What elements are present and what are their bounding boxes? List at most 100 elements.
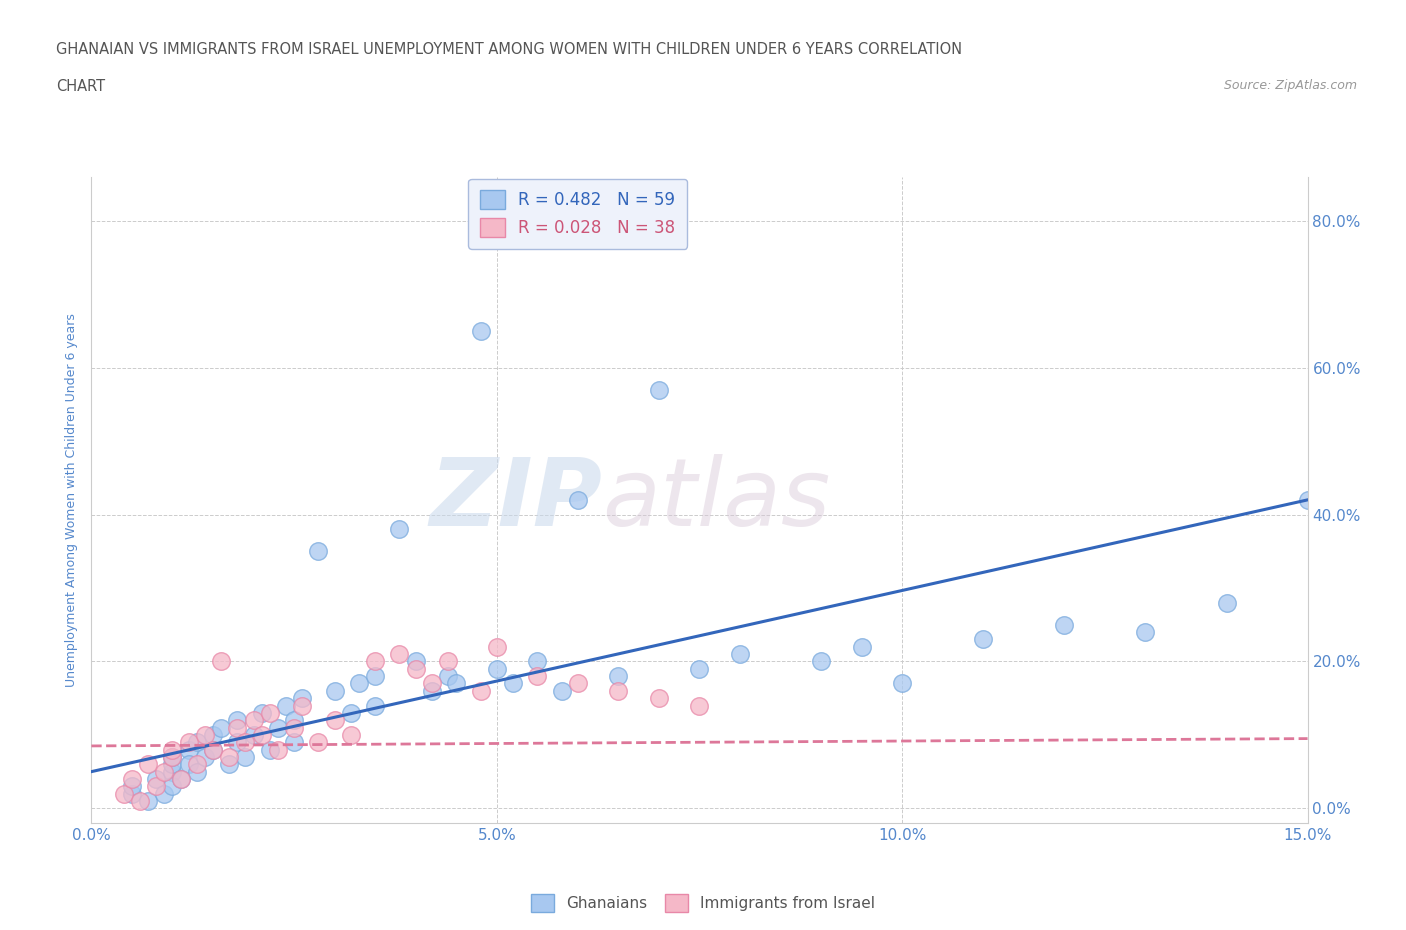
Point bbox=[526, 669, 548, 684]
Point bbox=[235, 750, 257, 764]
Point bbox=[728, 646, 751, 661]
Point bbox=[323, 712, 346, 727]
Point bbox=[291, 698, 314, 713]
Point bbox=[347, 676, 370, 691]
Text: GHANAIAN VS IMMIGRANTS FROM ISRAEL UNEMPLOYMENT AMONG WOMEN WITH CHILDREN UNDER : GHANAIAN VS IMMIGRANTS FROM ISRAEL UNEMP… bbox=[56, 42, 962, 57]
Point bbox=[550, 684, 572, 698]
Point bbox=[136, 757, 159, 772]
Text: ZIP: ZIP bbox=[429, 454, 602, 546]
Point bbox=[437, 654, 460, 669]
Point bbox=[851, 639, 873, 654]
Point bbox=[194, 727, 217, 742]
Point bbox=[688, 661, 710, 676]
Point bbox=[162, 750, 184, 764]
Point bbox=[259, 706, 281, 721]
Y-axis label: Unemployment Among Women with Children Under 6 years: Unemployment Among Women with Children U… bbox=[65, 312, 79, 687]
Point bbox=[364, 654, 387, 669]
Point bbox=[162, 742, 184, 757]
Point bbox=[162, 750, 184, 764]
Point bbox=[364, 698, 387, 713]
Point bbox=[177, 735, 200, 750]
Point bbox=[226, 735, 249, 750]
Point bbox=[162, 779, 184, 794]
Point bbox=[194, 750, 217, 764]
Point bbox=[186, 757, 208, 772]
Point bbox=[307, 544, 329, 559]
Point bbox=[153, 786, 176, 801]
Point bbox=[388, 522, 411, 537]
Point bbox=[485, 639, 508, 654]
Point bbox=[283, 720, 305, 735]
Point bbox=[136, 793, 159, 808]
Point bbox=[291, 691, 314, 706]
Point bbox=[470, 324, 492, 339]
Text: CHART: CHART bbox=[56, 79, 105, 94]
Point bbox=[607, 669, 630, 684]
Point bbox=[177, 742, 200, 757]
Point bbox=[112, 786, 135, 801]
Point bbox=[307, 735, 329, 750]
Point bbox=[420, 684, 443, 698]
Point bbox=[607, 684, 630, 698]
Point bbox=[145, 779, 167, 794]
Point bbox=[202, 727, 225, 742]
Point bbox=[186, 735, 208, 750]
Point bbox=[121, 772, 143, 787]
Point bbox=[688, 698, 710, 713]
Point bbox=[259, 742, 281, 757]
Point bbox=[250, 727, 273, 742]
Point bbox=[470, 684, 492, 698]
Point bbox=[186, 764, 208, 779]
Point bbox=[485, 661, 508, 676]
Point bbox=[202, 742, 225, 757]
Point bbox=[1296, 493, 1319, 508]
Point bbox=[567, 676, 589, 691]
Point bbox=[226, 712, 249, 727]
Point bbox=[648, 691, 671, 706]
Point bbox=[162, 764, 184, 779]
Point bbox=[162, 757, 184, 772]
Point bbox=[177, 757, 200, 772]
Point bbox=[209, 654, 232, 669]
Text: Source: ZipAtlas.com: Source: ZipAtlas.com bbox=[1223, 79, 1357, 92]
Point bbox=[209, 720, 232, 735]
Point bbox=[340, 727, 363, 742]
Point bbox=[1053, 618, 1076, 632]
Point bbox=[810, 654, 832, 669]
Point bbox=[145, 772, 167, 787]
Point bbox=[388, 646, 411, 661]
Point bbox=[437, 669, 460, 684]
Point bbox=[169, 772, 191, 787]
Point bbox=[242, 727, 264, 742]
Point bbox=[218, 750, 240, 764]
Point bbox=[250, 706, 273, 721]
Point bbox=[121, 786, 143, 801]
Point bbox=[972, 632, 994, 647]
Point bbox=[235, 735, 257, 750]
Point bbox=[364, 669, 387, 684]
Point bbox=[323, 684, 346, 698]
Point bbox=[218, 757, 240, 772]
Point bbox=[502, 676, 524, 691]
Point bbox=[267, 742, 290, 757]
Point bbox=[405, 661, 427, 676]
Point bbox=[267, 720, 290, 735]
Text: atlas: atlas bbox=[602, 455, 831, 545]
Point bbox=[648, 382, 671, 397]
Point bbox=[153, 764, 176, 779]
Point bbox=[340, 706, 363, 721]
Point bbox=[1135, 625, 1157, 640]
Point bbox=[226, 720, 249, 735]
Legend: Ghanaians, Immigrants from Israel: Ghanaians, Immigrants from Israel bbox=[524, 888, 882, 918]
Point bbox=[283, 735, 305, 750]
Point bbox=[891, 676, 914, 691]
Point bbox=[444, 676, 467, 691]
Point bbox=[420, 676, 443, 691]
Point bbox=[129, 793, 152, 808]
Point bbox=[274, 698, 297, 713]
Point bbox=[169, 772, 191, 787]
Point bbox=[283, 712, 305, 727]
Point bbox=[526, 654, 548, 669]
Point bbox=[202, 742, 225, 757]
Legend: R = 0.482   N = 59, R = 0.028   N = 38: R = 0.482 N = 59, R = 0.028 N = 38 bbox=[468, 179, 688, 248]
